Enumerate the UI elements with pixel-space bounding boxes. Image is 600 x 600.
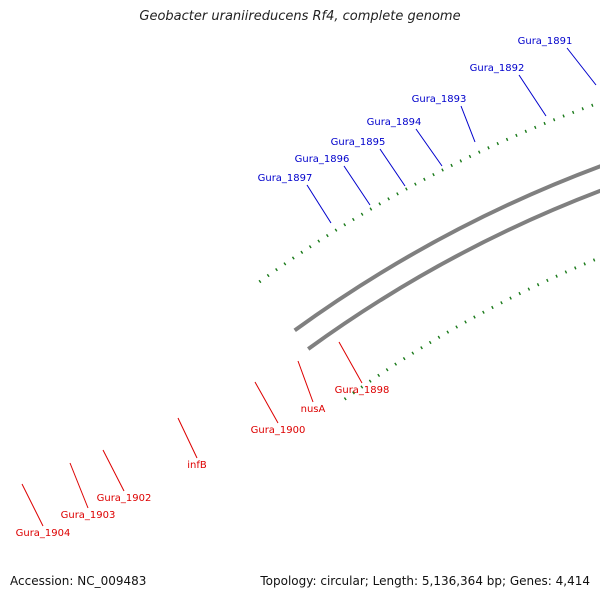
- accession-text: Accession: NC_009483: [10, 574, 147, 588]
- leader-line: [21, 483, 44, 527]
- gene-label-gura-1904[interactable]: Gura_1904: [16, 528, 71, 539]
- leader-line: [518, 74, 547, 117]
- gene-label-gura-1895[interactable]: Gura_1895: [331, 137, 386, 148]
- leader-line: [177, 417, 198, 459]
- gene-label-gura-1900[interactable]: Gura_1900: [251, 425, 306, 436]
- gene-label-gura-1894[interactable]: Gura_1894: [367, 117, 422, 128]
- leader-line: [566, 47, 597, 86]
- gene-label-nusa[interactable]: nusA: [301, 404, 326, 415]
- backbone-inner-line: [307, 188, 600, 351]
- leader-line: [69, 462, 89, 509]
- leader-line: [102, 449, 125, 492]
- leader-line: [460, 105, 476, 143]
- gene-label-infb[interactable]: infB: [187, 460, 207, 471]
- gene-label-gura-1898[interactable]: Gura_1898: [335, 385, 390, 396]
- backbone-layer: [293, 164, 600, 351]
- tick-ring-layer: [258, 100, 600, 401]
- leader-line: [254, 381, 279, 424]
- gene-label-gura-1892[interactable]: Gura_1892: [470, 63, 525, 74]
- leader-line: [415, 128, 443, 167]
- leader-line: [297, 360, 314, 403]
- leader-line: [338, 341, 363, 384]
- gene-label-layer: Gura_1891 Gura_1892 Gura_1893 Gura_1894 Gura…: [16, 36, 597, 539]
- gene-label-gura-1896[interactable]: Gura_1896: [295, 154, 350, 165]
- outer-tick-ring: [258, 100, 600, 284]
- gene-label-gura-1893[interactable]: Gura_1893: [412, 94, 467, 105]
- leader-line: [306, 184, 332, 224]
- gene-label-gura-1903[interactable]: Gura_1903: [61, 510, 116, 521]
- topology-summary: Topology: circular; Length: 5,136,364 bp…: [260, 574, 590, 588]
- backbone-outer-line: [293, 164, 600, 333]
- gene-label-gura-1902[interactable]: Gura_1902: [97, 493, 152, 504]
- gene-label-gura-1891[interactable]: Gura_1891: [518, 36, 573, 47]
- leader-line: [379, 148, 406, 187]
- gene-label-gura-1897[interactable]: Gura_1897: [258, 173, 313, 184]
- map-title: Geobacter uraniireducens Rf4, complete g…: [139, 9, 461, 24]
- leader-line: [343, 165, 371, 206]
